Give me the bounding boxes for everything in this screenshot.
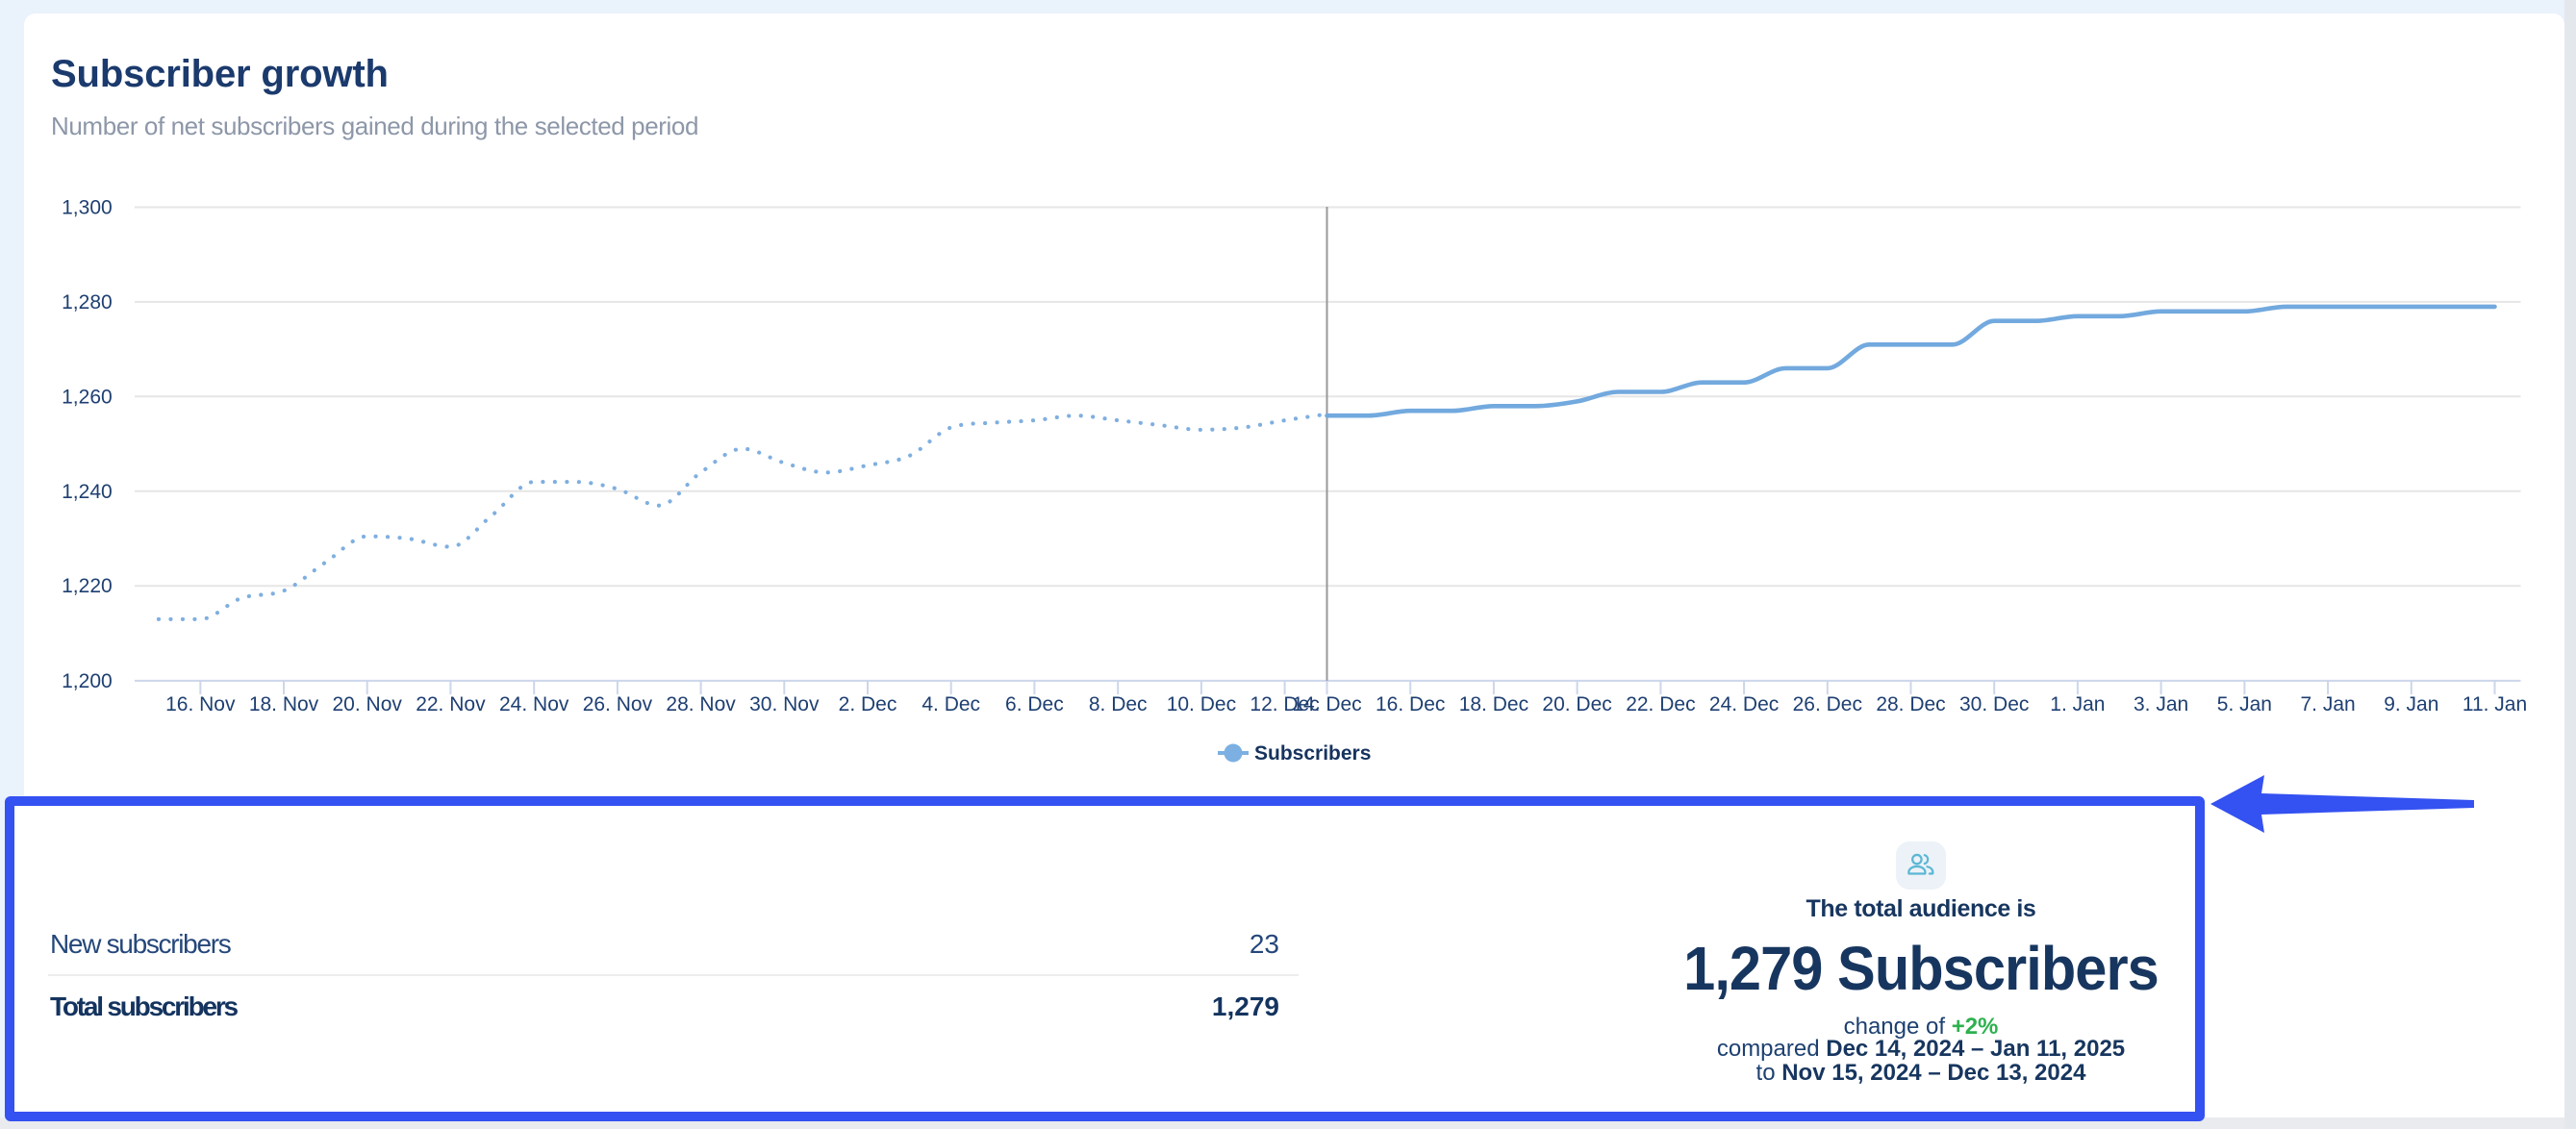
svg-text:22. Dec: 22. Dec (1626, 693, 1695, 715)
svg-text:10. Dec: 10. Dec (1167, 693, 1236, 715)
svg-text:22. Nov: 22. Nov (416, 693, 486, 715)
svg-text:4. Dec: 4. Dec (922, 693, 980, 715)
svg-text:28. Dec: 28. Dec (1876, 693, 1945, 715)
svg-text:28. Nov: 28. Nov (666, 693, 736, 715)
svg-text:18. Nov: 18. Nov (249, 693, 319, 715)
svg-text:8. Dec: 8. Dec (1089, 693, 1148, 715)
svg-text:30. Dec: 30. Dec (1959, 693, 2029, 715)
svg-text:1,240: 1,240 (62, 481, 113, 503)
svg-text:Subscribers: Subscribers (1254, 742, 1371, 765)
svg-text:18. Dec: 18. Dec (1459, 693, 1528, 715)
svg-text:1,260: 1,260 (62, 386, 113, 408)
svg-text:16. Nov: 16. Nov (165, 693, 236, 715)
svg-text:24. Nov: 24. Nov (499, 693, 569, 715)
svg-text:1,220: 1,220 (62, 575, 113, 597)
svg-text:20. Dec: 20. Dec (1542, 693, 1611, 715)
svg-text:5. Jan: 5. Jan (2217, 693, 2272, 715)
svg-text:7. Jan: 7. Jan (2300, 693, 2355, 715)
svg-text:20. Nov: 20. Nov (333, 693, 403, 715)
svg-text:1. Jan: 1. Jan (2050, 693, 2105, 715)
svg-text:12. Dec: 12. Dec (1250, 693, 1319, 715)
svg-text:26. Dec: 26. Dec (1793, 693, 1862, 715)
svg-text:14. Dec: 14. Dec (1292, 693, 1361, 715)
svg-text:2. Dec: 2. Dec (839, 693, 897, 715)
svg-text:24. Dec: 24. Dec (1709, 693, 1779, 715)
svg-text:1,280: 1,280 (62, 291, 113, 314)
svg-text:30. Nov: 30. Nov (749, 693, 820, 715)
svg-text:1,300: 1,300 (62, 197, 113, 219)
svg-text:11. Jan: 11. Jan (2462, 693, 2527, 715)
svg-text:1,200: 1,200 (62, 670, 113, 692)
svg-text:9. Jan: 9. Jan (2384, 693, 2438, 715)
svg-text:6. Dec: 6. Dec (1005, 693, 1064, 715)
svg-text:3. Jan: 3. Jan (2134, 693, 2188, 715)
svg-text:16. Dec: 16. Dec (1376, 693, 1445, 715)
svg-text:26. Nov: 26. Nov (583, 693, 653, 715)
